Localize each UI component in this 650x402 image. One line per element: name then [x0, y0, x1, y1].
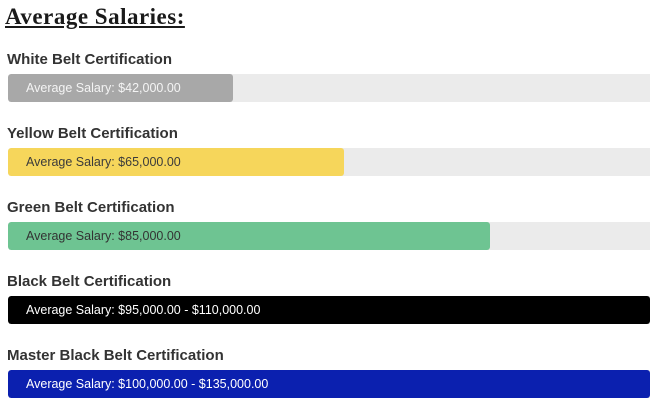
category-label: Yellow Belt Certification	[7, 125, 178, 142]
bar-value-label: Average Salary: $42,000.00	[26, 81, 181, 95]
bar-fill: Average Salary: $65,000.00	[8, 148, 345, 176]
category-label: White Belt Certification	[7, 51, 173, 68]
chart-row-yellow-belt: Yellow Belt Certification Average Salary…	[0, 125, 650, 176]
bar-fill: Average Salary: $95,000.00 - $110,000.00	[8, 296, 650, 324]
bar-track: Average Salary: $95,000.00 - $110,000.00	[8, 296, 650, 324]
category-label: Green Belt Certification	[7, 199, 175, 216]
chart-row-green-belt: Green Belt Certification Average Salary:…	[0, 199, 650, 250]
bar-chart: White Belt Certification Average Salary:…	[0, 51, 650, 398]
chart-row-white-belt: White Belt Certification Average Salary:…	[0, 51, 650, 102]
chart-row-master-black-belt: Master Black Belt Certification Average …	[0, 347, 650, 398]
bar-track: Average Salary: $65,000.00	[8, 148, 650, 176]
bar-value-label: Average Salary: $95,000.00 - $110,000.00	[26, 303, 261, 317]
bar-value-label: Average Salary: $65,000.00	[26, 155, 181, 169]
bar-track: Average Salary: $42,000.00	[8, 74, 650, 102]
bar-fill: Average Salary: $85,000.00	[8, 222, 491, 250]
category-label: Black Belt Certification	[7, 273, 172, 290]
category-label: Master Black Belt Certification	[7, 347, 224, 364]
bar-track: Average Salary: $85,000.00	[8, 222, 650, 250]
bar-fill: Average Salary: $42,000.00	[8, 74, 233, 102]
bar-value-label: Average Salary: $100,000.00 - $135,000.0…	[26, 377, 269, 391]
bar-value-label: Average Salary: $85,000.00	[26, 229, 181, 243]
chart-row-black-belt: Black Belt Certification Average Salary:…	[0, 273, 650, 324]
bar-fill: Average Salary: $100,000.00 - $135,000.0…	[8, 370, 650, 398]
bar-track: Average Salary: $100,000.00 - $135,000.0…	[8, 370, 650, 398]
page-title: Average Salaries:	[5, 4, 185, 29]
